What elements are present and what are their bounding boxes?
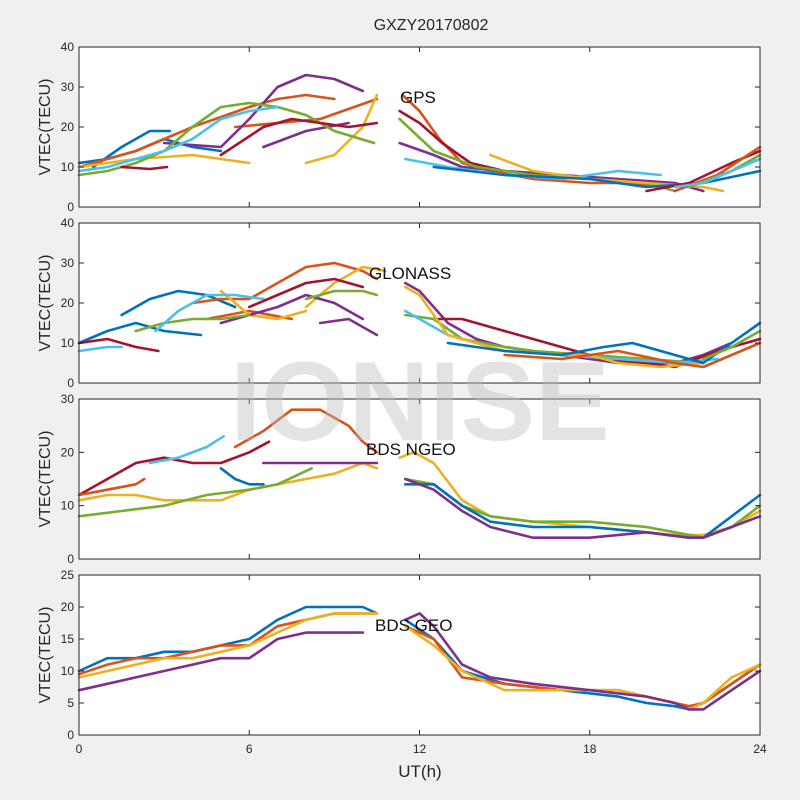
series-line-4 — [77, 612, 379, 679]
series-line-20 — [503, 341, 762, 369]
x-tick-label: 18 — [583, 742, 597, 756]
series-line-8 — [134, 313, 251, 333]
series-line-21 — [701, 329, 762, 361]
series-line-13 — [248, 277, 365, 309]
series-line-22 — [673, 157, 762, 189]
x-tick-label: 6 — [246, 742, 253, 756]
plot-area — [79, 575, 760, 735]
series-line-2 — [233, 408, 379, 454]
y-tick-label: 40 — [61, 40, 75, 54]
series-line-11 — [219, 117, 379, 157]
y-tick-label: 30 — [61, 392, 75, 406]
series-line-7 — [77, 466, 314, 518]
y-tick-label: 0 — [67, 200, 74, 214]
series-line-1 — [77, 477, 146, 497]
series-line-1 — [91, 129, 172, 169]
y-tick-label: 10 — [61, 499, 75, 513]
x-axis-label: UT(h) — [398, 762, 441, 781]
series-line-10 — [154, 293, 265, 333]
y-axis-label: VTEC(TECU) — [37, 607, 54, 704]
y-tick-label: 25 — [61, 568, 75, 582]
y-tick-label: 10 — [61, 336, 75, 350]
y-tick-label: 0 — [67, 376, 74, 390]
series-line-7 — [403, 612, 762, 711]
series-line-14 — [398, 141, 705, 193]
series-group — [77, 408, 762, 540]
series-line-5 — [403, 624, 762, 711]
series-line-17 — [489, 153, 725, 193]
series-line-5 — [148, 434, 225, 465]
series-line-2 — [77, 93, 336, 169]
series-group — [77, 261, 762, 369]
y-tick-label: 20 — [61, 600, 75, 614]
y-tick-label: 40 — [61, 216, 75, 230]
series-line-11 — [77, 345, 123, 353]
figure-title: GXZY20170802 — [374, 17, 489, 34]
series-line-6 — [219, 466, 265, 486]
series-line-9 — [304, 289, 379, 301]
series-line-6 — [162, 73, 365, 149]
y-tick-label: 0 — [67, 728, 74, 742]
y-tick-label: 5 — [67, 696, 74, 710]
x-tick-label: 0 — [76, 742, 83, 756]
panel-label: BDS GEO — [375, 616, 452, 635]
y-tick-label: 20 — [61, 120, 75, 134]
series-line-4 — [77, 153, 251, 169]
y-tick-label: 30 — [61, 256, 75, 270]
y-tick-label: 10 — [61, 664, 75, 678]
series-group — [77, 605, 762, 711]
series-line-1 — [77, 321, 203, 345]
series-line-18 — [432, 165, 762, 189]
series-line-4 — [219, 289, 308, 321]
y-tick-label: 10 — [61, 160, 75, 174]
watermark: IONISE — [230, 339, 610, 464]
series-line-7 — [318, 317, 379, 337]
series-line-9 — [77, 105, 279, 173]
panel-1: 0 10 20 30 40 VTEC(TECU) GLONASS — [37, 216, 762, 390]
x-tick-label: 24 — [753, 742, 767, 756]
series-line-6 — [77, 631, 365, 692]
panel-label: GPS — [400, 88, 436, 107]
series-line-0 — [77, 440, 271, 497]
series-group — [77, 73, 762, 193]
panel-label: BDS NGEO — [366, 440, 456, 459]
panel-3: 0 5 10 15 20 25 0 6 12 18 24 VTEC(TECU) BDS GEO — [37, 568, 767, 756]
series-line-8 — [77, 101, 376, 177]
y-axis-label: VTEC(TECU) — [37, 255, 54, 352]
series-line-15 — [432, 317, 762, 369]
y-axis-label: VTEC(TECU) — [37, 431, 54, 528]
y-tick-label: 0 — [67, 552, 74, 566]
series-line-10 — [120, 165, 169, 171]
y-axis-label: VTEC(TECU) — [37, 79, 54, 176]
panels: 0 10 20 30 40 VTEC(TECU) GPS 0 10 20 30 40 VTEC(TECU… — [37, 40, 767, 756]
series-line-4 — [276, 461, 379, 486]
x-tick-label: 12 — [413, 742, 427, 756]
panel-label: GLONASS — [369, 264, 451, 283]
series-line-5 — [304, 93, 379, 165]
y-tick-label: 15 — [61, 632, 75, 646]
series-line-11 — [403, 482, 762, 540]
series-line-3 — [205, 309, 294, 321]
y-tick-label: 20 — [61, 445, 75, 459]
series-line-12 — [77, 337, 160, 353]
panel-0: 0 10 20 30 40 VTEC(TECU) GPS — [37, 40, 762, 214]
y-tick-label: 30 — [61, 80, 75, 94]
series-line-3 — [77, 488, 251, 502]
series-line-12 — [403, 477, 762, 540]
y-tick-label: 20 — [61, 296, 75, 310]
panel-2: 0 10 20 30 VTEC(TECU) BDS NGEO — [37, 392, 762, 566]
